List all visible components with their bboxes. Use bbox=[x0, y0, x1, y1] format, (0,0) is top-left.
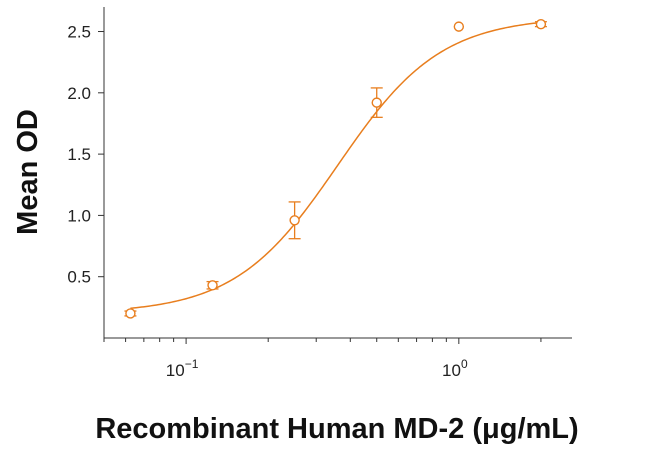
data-point bbox=[534, 18, 547, 30]
y-axis: 0.5 1.0 1.5 2.0 2.5 bbox=[67, 7, 105, 338]
point-marker bbox=[289, 215, 300, 226]
y-axis-title: Mean OD bbox=[12, 109, 44, 235]
point-marker bbox=[453, 21, 465, 32]
x-ticks: 10−1 100 bbox=[103, 338, 542, 380]
y-ticks: 0.5 1.0 1.5 2.0 2.5 bbox=[67, 23, 104, 287]
data-point bbox=[206, 280, 219, 291]
data-point bbox=[370, 87, 383, 118]
data-point bbox=[453, 21, 465, 32]
x-tick-label-base: 10 bbox=[166, 361, 185, 380]
x-tick-label: 10−1 bbox=[166, 357, 199, 380]
point-marker bbox=[371, 97, 382, 108]
x-tick-label: 100 bbox=[442, 357, 468, 380]
x-axis-title: Recombinant Human MD-2 (μg/mL) bbox=[95, 413, 578, 445]
fit-curve bbox=[130, 21, 542, 310]
data-point bbox=[288, 201, 301, 240]
fit-curve-layer bbox=[130, 21, 542, 310]
y-tick-label: 2.0 bbox=[67, 84, 91, 103]
data-point bbox=[124, 308, 137, 319]
y-tick-label: 2.5 bbox=[67, 23, 91, 42]
x-axis: 10−1 100 bbox=[103, 337, 572, 380]
x-tick-label-exponent: −1 bbox=[185, 357, 199, 371]
y-tick-label: 0.5 bbox=[67, 268, 91, 287]
y-tick-label: 1.0 bbox=[67, 206, 91, 225]
point-marker bbox=[207, 280, 218, 291]
point-marker bbox=[535, 18, 547, 30]
y-tick-label: 1.5 bbox=[67, 145, 91, 164]
point-marker bbox=[125, 308, 136, 319]
x-tick-label-exponent: 0 bbox=[461, 357, 468, 371]
data-points-layer bbox=[124, 18, 547, 319]
x-tick-label-base: 10 bbox=[442, 361, 461, 380]
